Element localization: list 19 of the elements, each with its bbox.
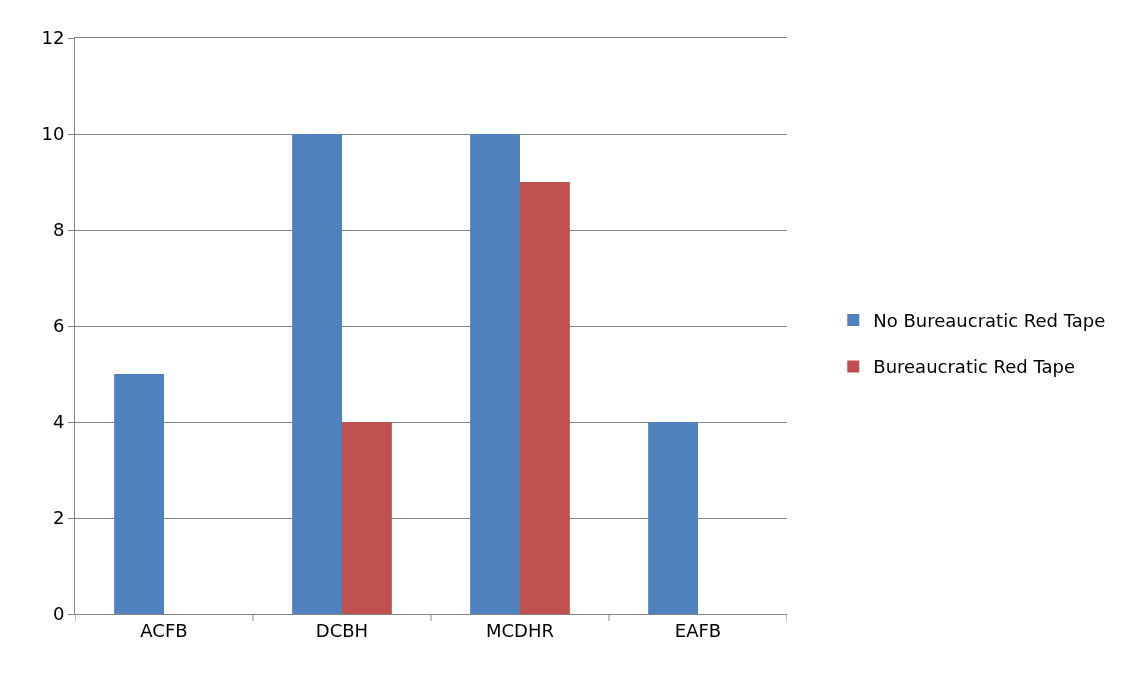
bar <box>342 422 392 614</box>
y-tick-label: 8 <box>52 219 65 241</box>
x-tick-label: ACFB <box>140 619 188 641</box>
y-tick-label: 12 <box>41 27 65 49</box>
legend-label: No Bureaucratic Red Tape <box>873 310 1106 331</box>
y-tick-label: 6 <box>52 315 65 337</box>
y-tick-label: 4 <box>52 411 65 433</box>
y-tick-label: 2 <box>52 507 65 529</box>
bar <box>292 134 342 614</box>
x-tick-label: MCDHR <box>485 619 555 641</box>
bar <box>114 374 164 614</box>
x-tick-label: DCBH <box>315 619 369 641</box>
bar <box>520 182 570 614</box>
bar <box>470 134 520 614</box>
bar <box>648 422 698 614</box>
y-tick-label: 0 <box>52 603 65 625</box>
legend-label: Bureaucratic Red Tape <box>873 356 1076 378</box>
x-tick-label: EAFB <box>674 619 722 641</box>
y-tick-label: 10 <box>41 123 65 145</box>
